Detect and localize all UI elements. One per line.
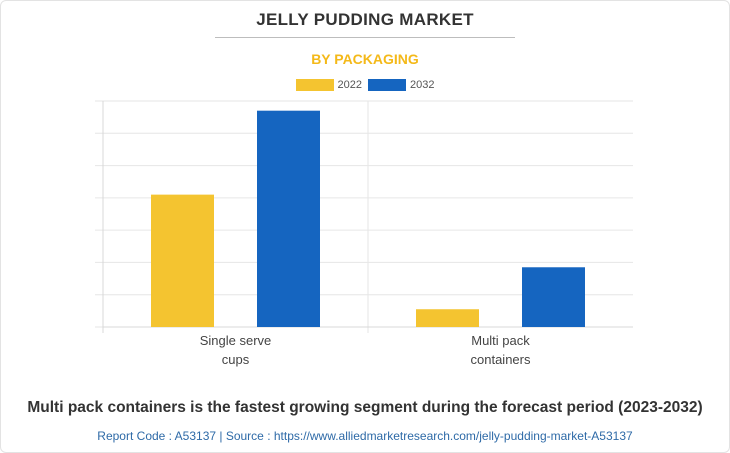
bar-2032-2 (522, 267, 585, 327)
bar-chart: Single serve cups Multi pack containers (95, 100, 633, 367)
legend-label-2032: 2032 (410, 79, 435, 91)
chart-title: JELLY PUDDING MARKET (256, 10, 474, 29)
bar-2022-2 (416, 309, 479, 327)
chart-caption: Multi pack containers is the fastest gro… (27, 399, 703, 416)
x-tick-label: containers (471, 352, 531, 367)
title-divider (215, 37, 515, 38)
x-tick-label: Single serve (200, 333, 272, 348)
x-tick-label: cups (222, 352, 250, 367)
x-tick-label: Multi pack (471, 333, 530, 348)
legend-item-2022: 2022 (295, 79, 362, 91)
legend-swatch-2022 (295, 79, 334, 91)
bar-2032-1 (257, 110, 320, 327)
legend: 2022 2032 (0, 79, 730, 91)
legend-swatch-2032 (368, 79, 406, 91)
chart-subtitle: BY PACKAGING (311, 51, 419, 67)
source-line: Report Code : A53137 | Source : https://… (97, 429, 633, 443)
legend-item-2032: 2032 (368, 79, 434, 91)
bar-2022-1 (151, 194, 214, 327)
legend-label-2022: 2022 (337, 79, 362, 91)
